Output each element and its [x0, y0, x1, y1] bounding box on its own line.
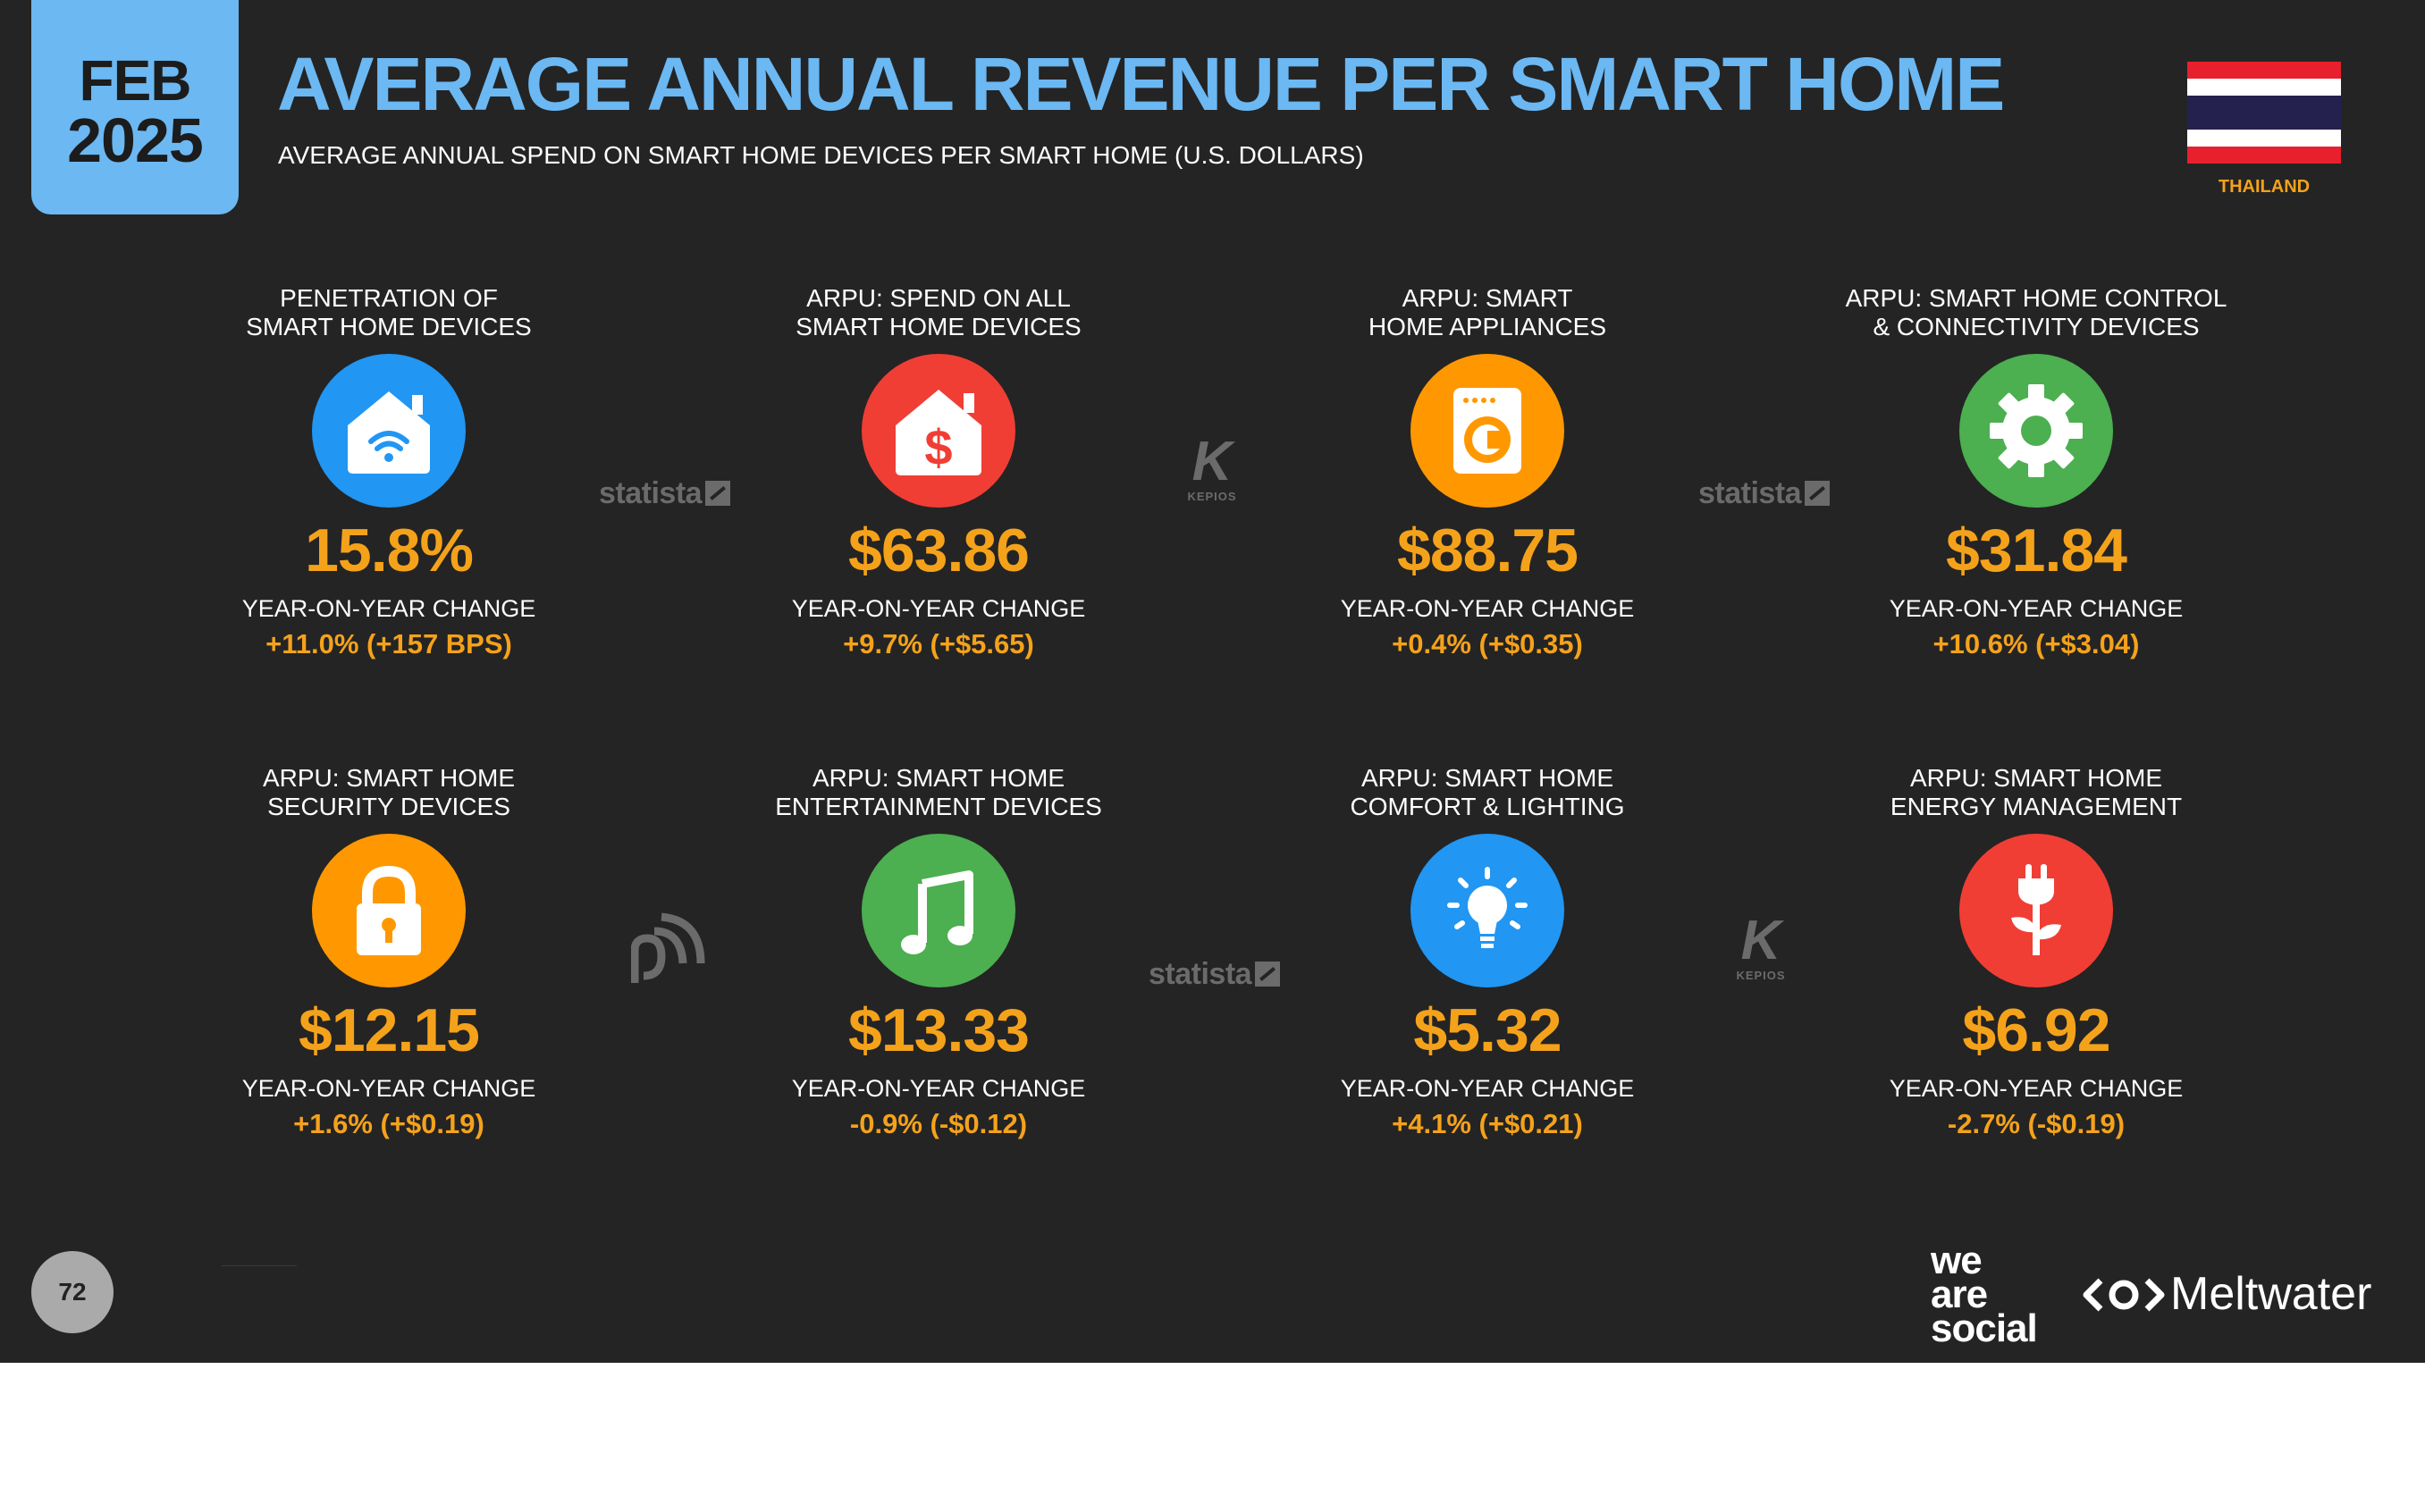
washing-machine-icon [1410, 354, 1564, 508]
stat-value: 15.8% [305, 517, 474, 584]
stat-value: $31.84 [1946, 517, 2127, 584]
stat-label: ARPU: SPEND ON ALL SMART HOME DEVICES [796, 284, 1082, 340]
yoy-change: +4.1% (+$0.21) [1392, 1108, 1583, 1139]
stat-label: ARPU: SMART HOME SECURITY DEVICES [262, 764, 516, 820]
yoy-label: YEAR-ON-YEAR CHANGE [1889, 595, 2184, 622]
statista-logo: statista [599, 476, 731, 511]
padlock-icon [312, 834, 466, 987]
yoy-label: YEAR-ON-YEAR CHANGE [791, 595, 1086, 622]
stat-label: ARPU: SMART HOME APPLIANCES [1368, 284, 1607, 340]
we-are-social-logo: we are social [1931, 1239, 2038, 1350]
stat-label: PENETRATION OF SMART HOME DEVICES [246, 284, 532, 340]
statista-mark-icon [705, 481, 731, 506]
yoy-label: YEAR-ON-YEAR CHANGE [791, 1075, 1086, 1102]
kepios-logo: K KEPIOS [1736, 910, 1786, 983]
light-bulb-icon [1410, 834, 1564, 987]
date-year: 2025 [67, 105, 204, 175]
kepios-logo: K KEPIOS [1187, 431, 1237, 504]
yoy-change: +0.4% (+$0.35) [1392, 628, 1583, 659]
home-dollar-icon: $ [862, 354, 1015, 508]
stat-card-appliances: ARPU: SMART HOME APPLIANCES $88.75 YEAR-… [1291, 284, 1684, 658]
svg-text:$: $ [924, 419, 952, 475]
stat-card-security: ARPU: SMART HOME SECURITY DEVICES $12.15… [192, 764, 585, 1138]
yoy-label: YEAR-ON-YEAR CHANGE [241, 595, 536, 622]
date-month: FEB [79, 48, 192, 113]
stat-value: $13.33 [848, 996, 1030, 1064]
stat-value: $5.32 [1413, 996, 1562, 1064]
date-badge: FEB 2025 [31, 0, 239, 214]
statista-logo: statista [1149, 957, 1281, 992]
page-number: 72 [31, 1251, 114, 1333]
yoy-label: YEAR-ON-YEAR CHANGE [1889, 1075, 2184, 1102]
yoy-label: YEAR-ON-YEAR CHANGE [1340, 595, 1635, 622]
stat-label: ARPU: SMART HOME ENTERTAINMENT DEVICES [775, 764, 1102, 820]
datareportal-logo-icon [630, 911, 706, 987]
plug-leaf-icon [1959, 834, 2113, 987]
page-subtitle: AVERAGE ANNUAL SPEND ON SMART HOME DEVIC… [278, 141, 1364, 169]
stat-value: $63.86 [848, 517, 1030, 584]
slide: FEB 2025 AVERAGE ANNUAL REVENUE PER SMAR… [0, 0, 2425, 1363]
stat-card-all-devices: ARPU: SPEND ON ALL SMART HOME DEVICES $ … [742, 284, 1135, 658]
yoy-change: -2.7% (-$0.19) [1947, 1108, 2126, 1139]
stat-value: $6.92 [1962, 996, 2110, 1064]
statista-mark-icon [1255, 962, 1281, 987]
yoy-change: +1.6% (+$0.19) [293, 1108, 484, 1139]
stat-value: $88.75 [1397, 517, 1579, 584]
stat-card-comfort-lighting: ARPU: SMART HOME COMFORT & LIGHTING [1291, 764, 1684, 1138]
smart-home-wifi-icon [312, 354, 466, 508]
meltwater-logo: Meltwater [2083, 1267, 2371, 1321]
stat-card-penetration: PENETRATION OF SMART HOME DEVICES 15.8% … [192, 284, 585, 658]
stat-label: ARPU: SMART HOME CONTROL & CONNECTIVITY … [1845, 284, 2227, 340]
yoy-change: +10.6% (+$3.04) [1932, 628, 2140, 659]
country-label: THAILAND [2218, 177, 2311, 197]
yoy-label: YEAR-ON-YEAR CHANGE [241, 1075, 536, 1102]
stat-label: ARPU: SMART HOME ENERGY MANAGEMENT [1890, 764, 2183, 820]
stat-card-energy-management: ARPU: SMART HOME ENERGY MANAGEMENT $6.92… [1840, 764, 2233, 1138]
yoy-change: +9.7% (+$5.65) [843, 628, 1034, 659]
footer-divider [222, 1265, 297, 1266]
stat-value: $12.15 [299, 996, 480, 1064]
meltwater-mark-icon [2083, 1278, 2165, 1312]
gear-icon [1959, 354, 2113, 508]
statista-logo: statista [1698, 476, 1831, 511]
yoy-label: YEAR-ON-YEAR CHANGE [1340, 1075, 1635, 1102]
stat-card-entertainment: ARPU: SMART HOME ENTERTAINMENT DEVICES $… [742, 764, 1135, 1138]
stat-card-control-connectivity: ARPU: SMART HOME CONTROL & CONNECTIVITY … [1840, 284, 2233, 658]
page-title: AVERAGE ANNUAL REVENUE PER SMART HOME [277, 42, 2005, 126]
yoy-change: +11.0% (+157 BPS) [265, 628, 512, 659]
yoy-change: -0.9% (-$0.12) [849, 1108, 1028, 1139]
music-note-icon [862, 834, 1015, 987]
thailand-flag-icon [2187, 62, 2341, 164]
statista-mark-icon [1805, 481, 1831, 506]
stat-label: ARPU: SMART HOME COMFORT & LIGHTING [1350, 764, 1625, 820]
